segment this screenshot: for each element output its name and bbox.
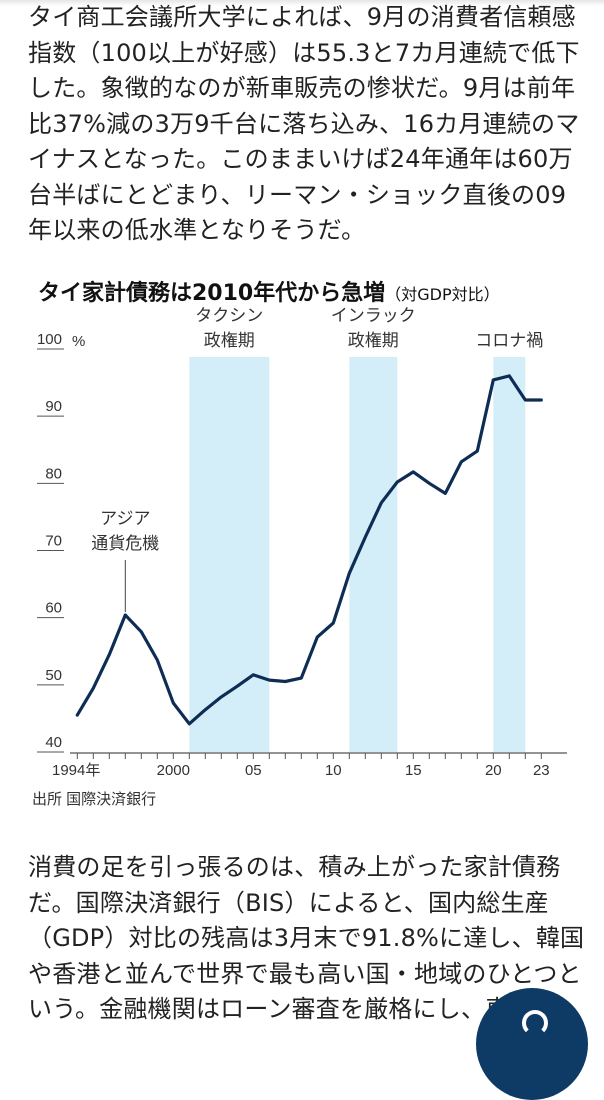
chart-source: 出所 国際決済銀行 — [32, 791, 156, 808]
x-tick-label: 1994年 — [52, 762, 100, 779]
band-label: タクシン — [195, 306, 263, 325]
y-tick-label: 60 — [45, 600, 62, 617]
x-tick-label: 15 — [405, 762, 422, 779]
annotation-label: 通貨危機 — [91, 534, 159, 553]
article-paragraph-1: タイ商工会議所大学によれば、9月の消費者信頼感 指数（100以上が好感）は55.… — [28, 0, 580, 249]
paragraph-line: 消費の足を引っ張るのは、積み上がった家計債務 — [28, 850, 580, 886]
x-tick-label: 20 — [485, 762, 502, 779]
y-tick-label: 80 — [45, 465, 62, 482]
band-label: 政権期 — [204, 331, 255, 350]
chat-button[interactable] — [476, 988, 588, 1100]
x-tick-label: 10 — [325, 762, 342, 779]
paragraph-line: （GDP）対比の残高は3月末で91.8%に達し、韓国 — [28, 921, 580, 957]
paragraph-line: や香港と並んで世界で最も高い国・地域のひとつと — [28, 957, 580, 993]
chart-subtitle: （対GDP対比） — [385, 285, 499, 304]
band-label: インラック — [331, 306, 416, 325]
y-unit-label: % — [72, 333, 85, 350]
period-band — [493, 357, 525, 752]
paragraph-line: 比37%減の3万9千台に落ち込み、16カ月連続のマ — [28, 107, 580, 143]
band-label: 政権期 — [348, 331, 399, 350]
y-tick-label: 90 — [45, 398, 62, 415]
chart-title-main: タイ家計債務は2010年代から急増 — [38, 280, 385, 306]
paragraph-line: 年以来の低水準となりそうだ。 — [28, 213, 580, 249]
band-label: コロナ禍 — [475, 331, 543, 350]
paragraph-line: した。象徴的なのが新車販売の惨状だ。9月は前年 — [28, 71, 580, 107]
paragraph-line: 台半ばにとどまり、リーマン・ショック直後の09 — [28, 178, 580, 214]
paragraph-line: イナスとなった。このままいけば24年通年は60万 — [28, 142, 580, 178]
x-axis: 1994年 2000 05 10 15 20 23 — [52, 753, 567, 779]
chat-icon — [522, 1010, 548, 1036]
annotation-label: アジア — [100, 509, 150, 528]
y-axis: 40 50 60 70 80 90 100 — [37, 331, 64, 752]
x-tick-label: 23 — [533, 762, 550, 779]
y-tick-label: 40 — [45, 734, 62, 751]
paragraph-line: 指数（100以上が好感）は55.3と7カ月連続で低下 — [28, 36, 580, 72]
x-tick-label: 05 — [245, 762, 262, 779]
paragraph-line: タイ商工会議所大学によれば、9月の消費者信頼感 — [28, 0, 580, 36]
x-tick-label: 2000 — [157, 762, 190, 779]
y-tick-label: 100 — [37, 331, 62, 348]
chart-title: タイ家計債務は2010年代から急増（対GDP対比） — [38, 280, 500, 306]
paragraph-line: だ。国際決済銀行（BIS）によると、国内総生産 — [28, 886, 580, 922]
y-tick-label: 70 — [45, 533, 62, 550]
y-tick-label: 50 — [45, 667, 62, 684]
